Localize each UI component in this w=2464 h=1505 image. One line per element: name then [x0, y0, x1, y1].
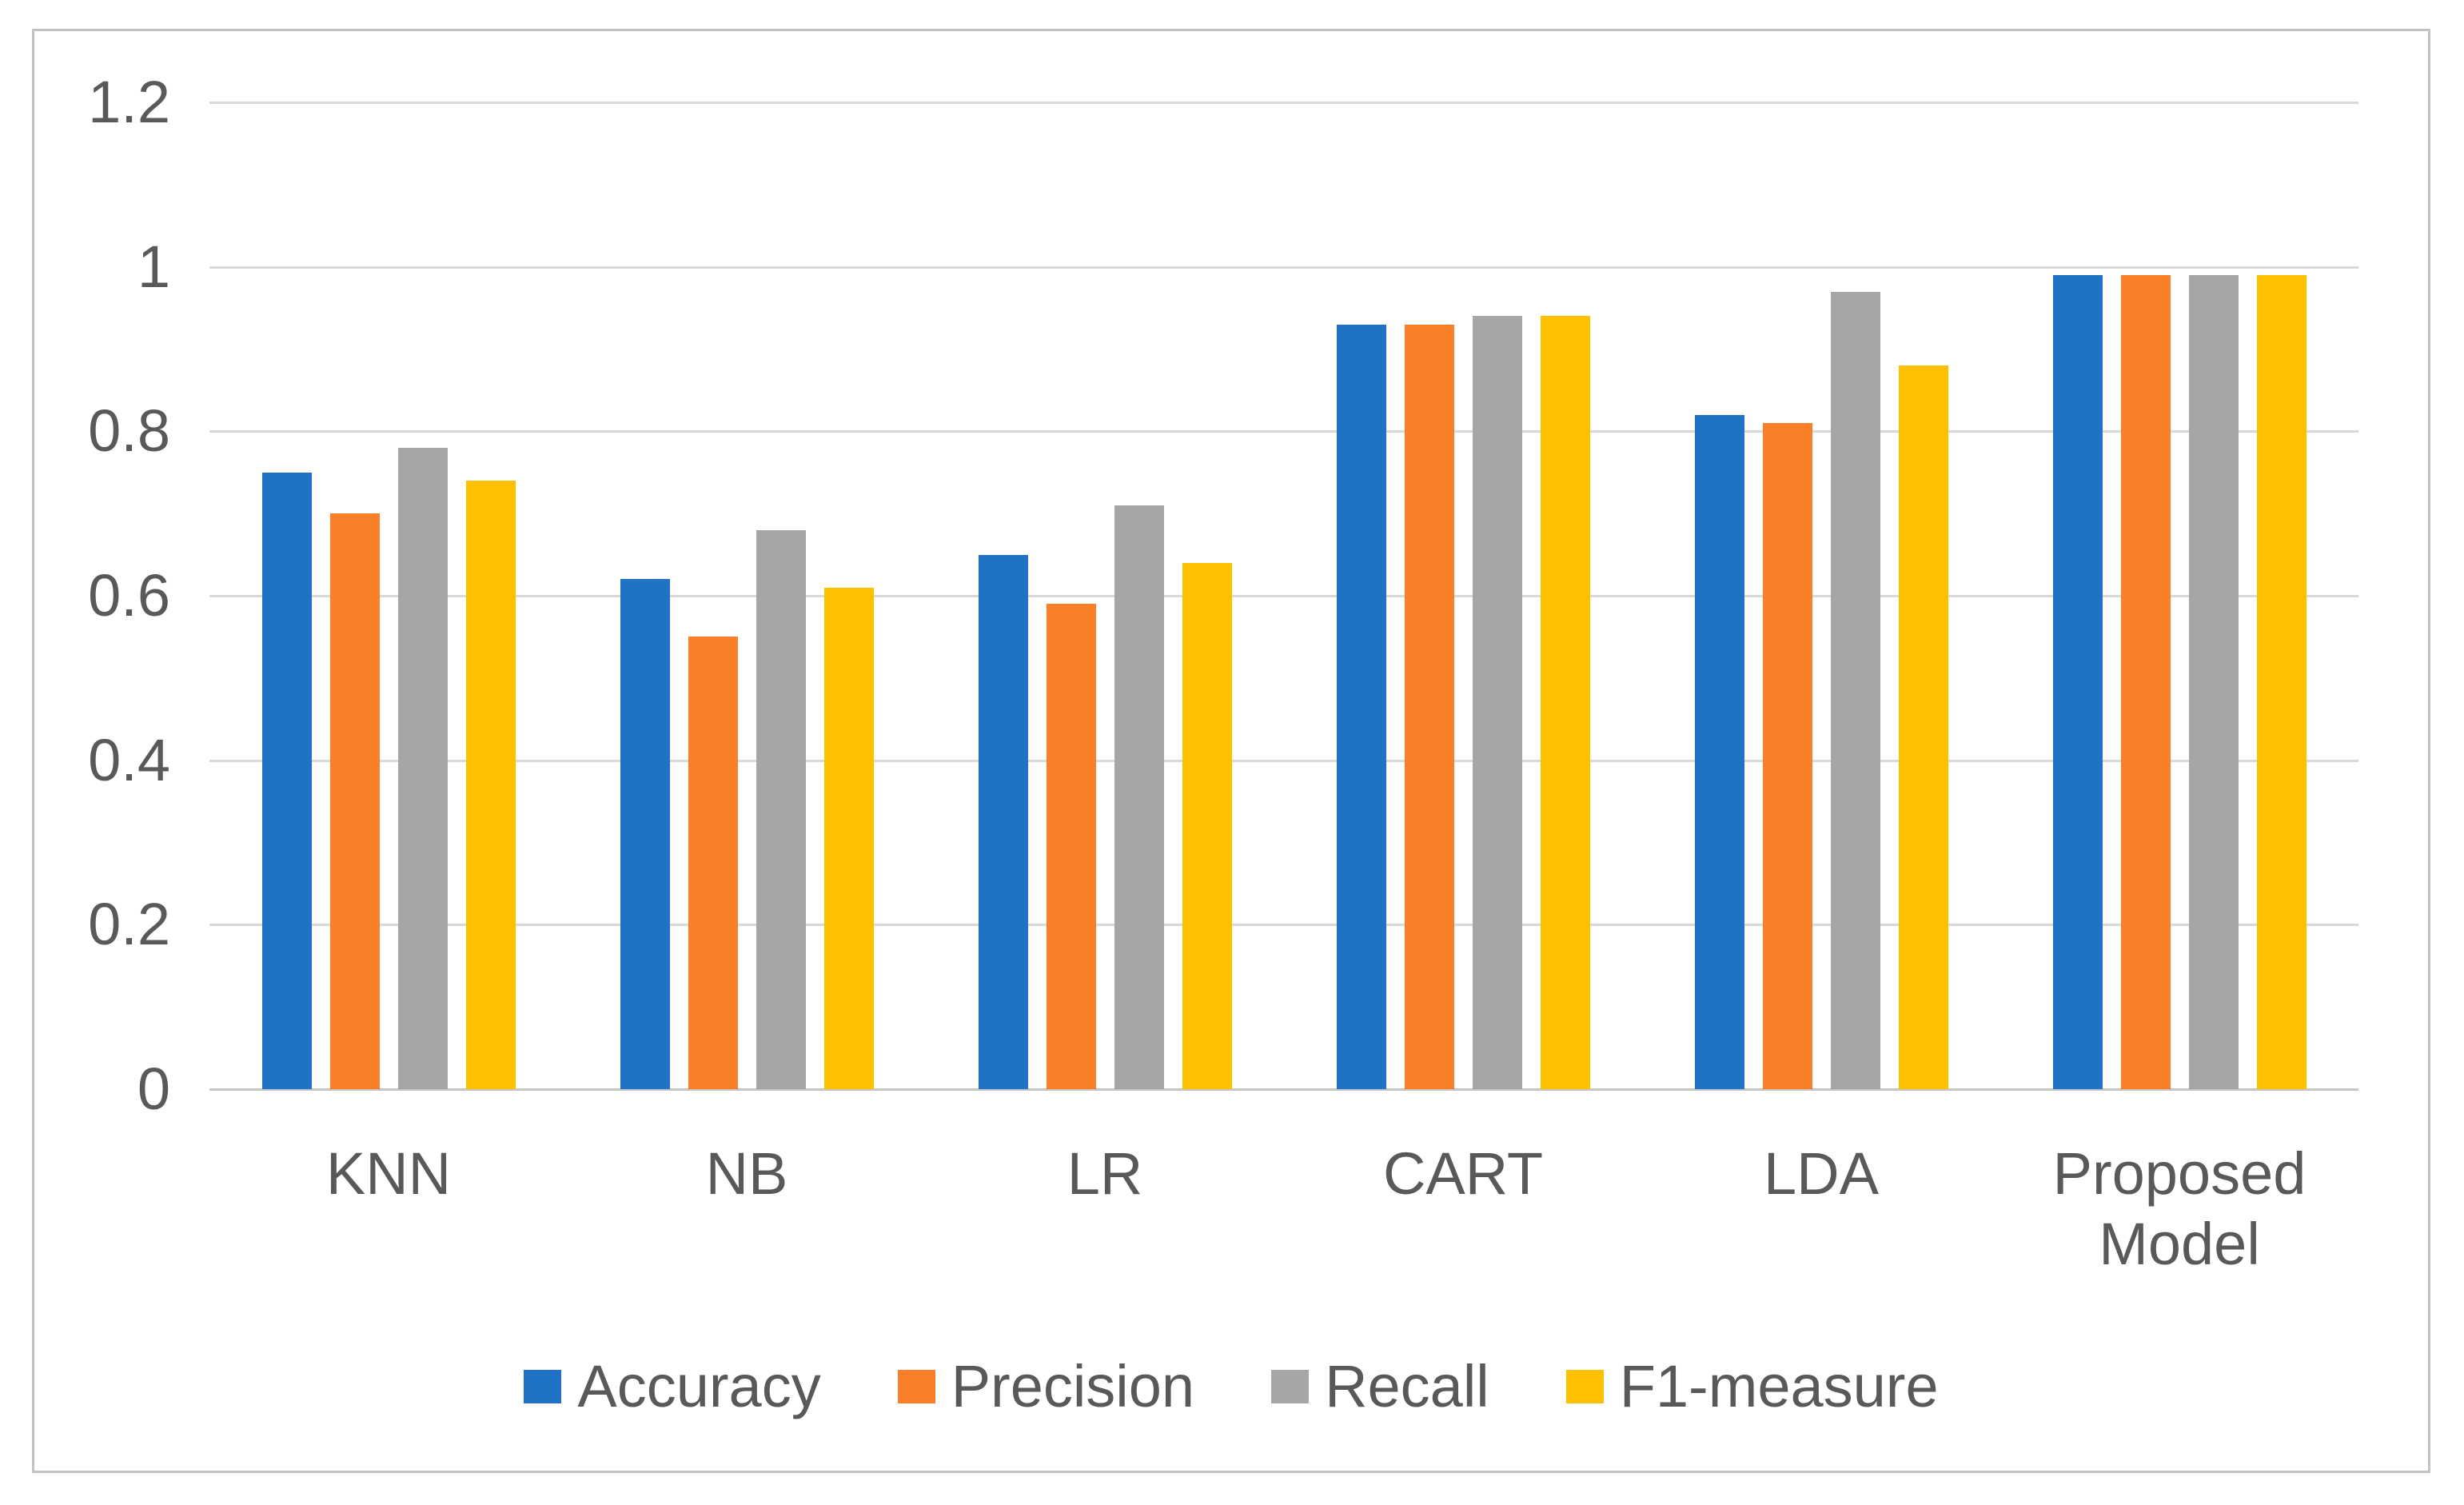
y-tick-label: 0.8 — [88, 397, 170, 465]
x-tick-label-nb: NB — [705, 1140, 788, 1207]
bar-precision-lda — [1762, 423, 1812, 1089]
bar-precision-lr — [1046, 604, 1096, 1089]
legend-label-precision: Precision — [951, 1353, 1195, 1419]
bar-groups — [209, 102, 2358, 1089]
gridline-y-1.2 — [209, 102, 2358, 104]
bar-accuracy-lr — [978, 554, 1028, 1089]
bar-accuracy-lda — [1694, 414, 1744, 1089]
y-tick-label: 0.4 — [88, 726, 170, 793]
bar-accuracy-proposed-model — [2052, 274, 2103, 1089]
plot-area — [209, 102, 2358, 1091]
legend: Accuracy Precision Recall F1-measure — [34, 1352, 2428, 1420]
x-tick-label-cart: CART — [1382, 1140, 1544, 1207]
bar-precision-knn — [329, 513, 380, 1089]
bar-recall-proposed-model — [2188, 274, 2239, 1089]
bar-group-knn — [209, 102, 568, 1089]
y-tick-label: 0.2 — [88, 891, 170, 958]
legend-marker-recall-icon — [1271, 1369, 1310, 1403]
bar-precision-nb — [688, 637, 738, 1089]
legend-item-accuracy: Accuracy — [524, 1352, 821, 1420]
bar-recall-cart — [1472, 316, 1522, 1089]
bar-recall-knn — [397, 447, 448, 1089]
y-tick-label: 1.2 — [88, 69, 170, 135]
bar-group-lr — [926, 102, 1284, 1089]
gridline-y-0 — [209, 1088, 2358, 1091]
legend-label-accuracy: Accuracy — [577, 1353, 821, 1419]
bar-accuracy-cart — [1336, 324, 1386, 1089]
bar-f1-measure-cart — [1540, 316, 1590, 1089]
bar-f1-measure-proposed-model — [2256, 274, 2307, 1089]
bar-recall-lda — [1830, 291, 1880, 1089]
bar-f1-measure-lda — [1898, 365, 1948, 1089]
legend-item-recall: Recall — [1271, 1352, 1489, 1420]
legend-item-f1-measure: F1-measure — [1565, 1352, 1939, 1420]
bar-group-lda — [1642, 102, 2000, 1089]
x-tick-label-lda: LDA — [1764, 1140, 1879, 1207]
legend-label-recall: Recall — [1325, 1353, 1489, 1419]
bar-group-proposed-model — [2000, 102, 2358, 1089]
y-tick-label: 0 — [137, 1056, 170, 1122]
x-tick-label-proposed-model: Proposed Model — [2052, 1140, 2307, 1277]
bar-f1-measure-nb — [823, 587, 874, 1089]
gridline-y-0.4 — [209, 759, 2358, 762]
legend-item-precision: Precision — [897, 1352, 1195, 1420]
bar-precision-proposed-model — [2120, 274, 2171, 1089]
bar-group-nb — [568, 102, 926, 1089]
legend-marker-f1-measure-icon — [1565, 1369, 1604, 1403]
y-tick-label: 0.6 — [88, 562, 170, 629]
bar-precision-cart — [1404, 324, 1454, 1089]
bar-accuracy-knn — [261, 472, 312, 1089]
gridline-y-0.6 — [209, 595, 2358, 597]
bar-accuracy-nb — [620, 579, 670, 1089]
bar-recall-lr — [1114, 505, 1164, 1089]
bar-f1-measure-lr — [1182, 562, 1232, 1089]
bar-group-cart — [1284, 102, 1642, 1089]
gridline-y-0.2 — [209, 924, 2358, 927]
y-tick-label: 1 — [137, 233, 170, 300]
x-tick-label-lr: LR — [1067, 1140, 1143, 1207]
legend-label-f1-measure: F1-measure — [1619, 1353, 1939, 1419]
chart-frame: 1.2 1 0.8 0.6 0.4 0.2 0 KNN NB LR CART LDA Proposed… — [32, 29, 2430, 1473]
legend-marker-accuracy-icon — [524, 1369, 562, 1403]
x-tick-label-knn: KNN — [325, 1140, 452, 1207]
gridline-y-0.8 — [209, 430, 2358, 433]
gridline-y-1 — [209, 265, 2358, 269]
bar-recall-nb — [756, 529, 806, 1089]
bar-f1-measure-knn — [465, 481, 516, 1089]
legend-marker-precision-icon — [897, 1369, 935, 1403]
